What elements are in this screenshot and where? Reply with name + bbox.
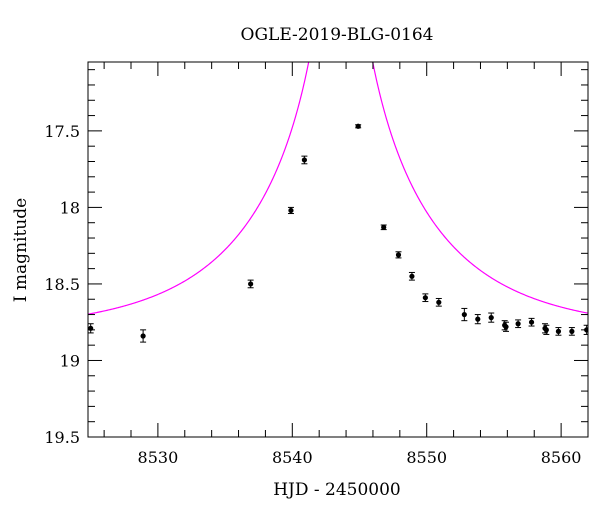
data-point [301,155,308,165]
data-marker [436,299,442,305]
data-marker [140,333,146,339]
data-marker [355,123,361,129]
data-marker [475,316,481,322]
data-marker [503,324,509,330]
data-point [355,123,362,129]
data-marker [555,328,562,334]
data-marker [543,327,549,333]
plot-frame [87,61,589,438]
model-curve [88,62,588,315]
data-point [503,321,510,332]
y-tick-label: 18 [60,198,80,217]
data-marker [488,315,494,321]
data-point [461,307,468,322]
data-point [528,317,535,327]
data-point [287,206,294,215]
y-tick-label: 19 [60,351,80,370]
x-axis-label: HJD - 2450000 [273,480,401,500]
y-axis-label: I magnitude [11,198,31,302]
data-point [422,293,429,303]
data-point [140,329,147,343]
data-marker [569,328,575,334]
data-point [543,324,550,335]
data-point [435,297,442,307]
x-tick-label: 8530 [138,448,179,467]
x-tick-label: 8550 [406,448,447,467]
data-point [474,314,481,325]
y-tick-label: 17.5 [44,122,80,141]
data-marker [515,321,521,327]
data-point [395,251,402,259]
data-marker [422,295,428,301]
data-marker [381,224,387,230]
data-marker [395,252,402,258]
data-marker [461,311,467,318]
plot-area [88,62,588,343]
x-tick-label: 8540 [272,448,313,467]
data-point [247,279,254,289]
data-point [408,271,415,281]
data-marker [248,281,254,287]
x-tick-label: 8560 [541,448,582,467]
data-point [380,224,387,231]
data-point [88,323,94,334]
data-marker [528,319,535,325]
data-point [568,327,575,336]
data-point [515,319,522,329]
data-marker [409,273,415,279]
data-point [488,312,495,323]
data-marker [288,207,294,214]
y-tick-label: 19.5 [44,428,80,447]
data-point [555,327,562,336]
data-marker [301,157,307,163]
axis-ticks: 8530 8540 8550 8560 17.5 18 18.5 19 19.5 [44,62,589,467]
chart-title: OGLE-2019-BLG-0164 [241,25,434,45]
y-tick-label: 18.5 [44,275,80,294]
